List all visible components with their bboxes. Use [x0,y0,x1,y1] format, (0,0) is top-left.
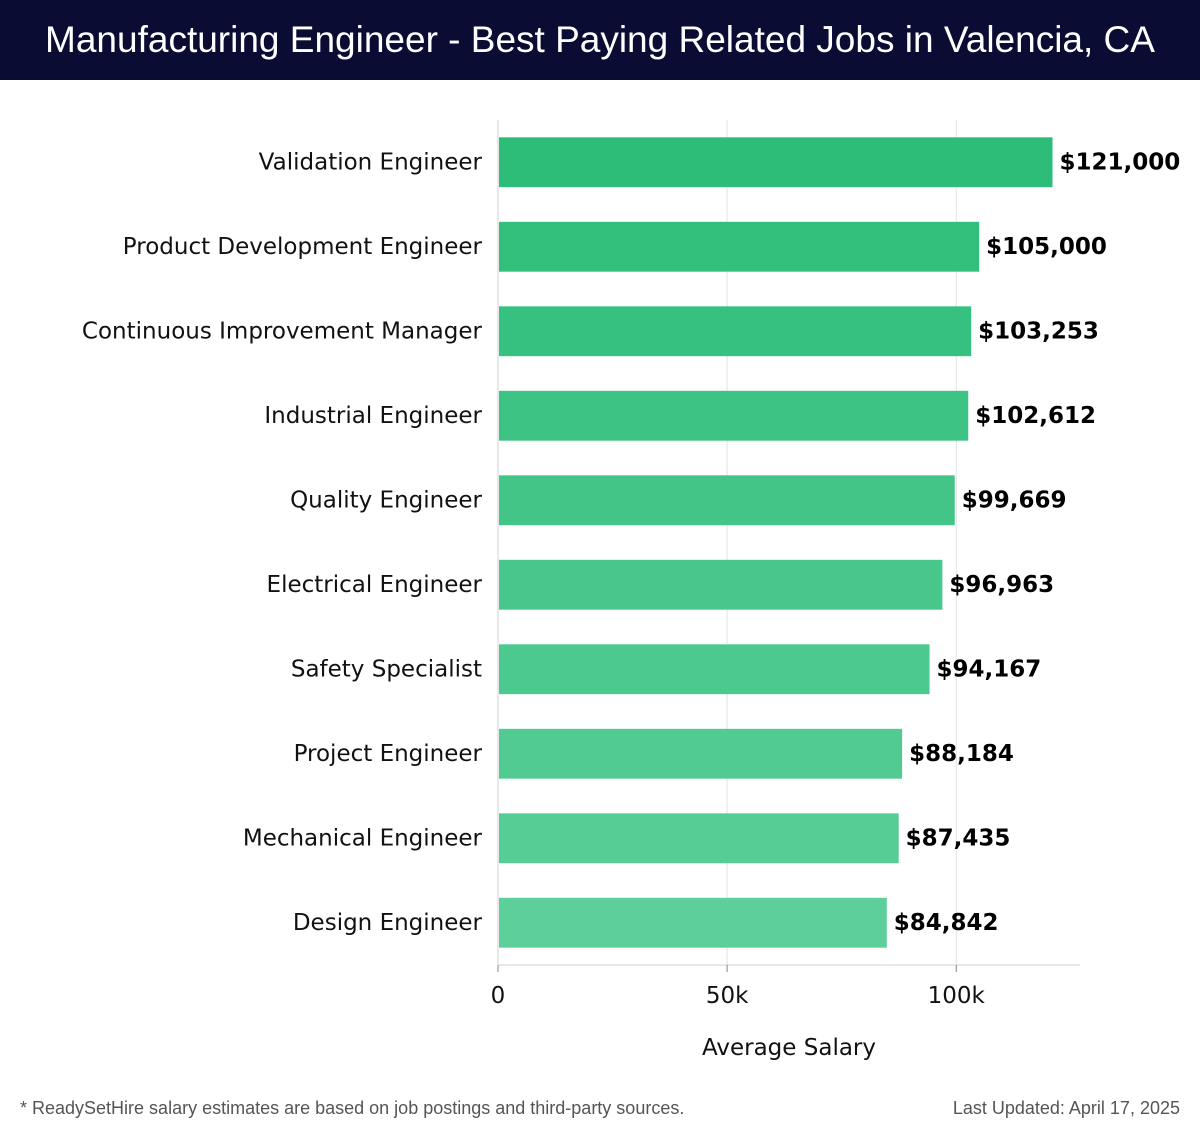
axis-layer: 0 50k 100k Average Salary [491,120,1080,1061]
category-label-5: Quality Engineer [290,487,482,513]
category-label-2: Product Development Engineer [123,234,483,260]
category-label-9: Mechanical Engineer [243,825,483,851]
bar-6 [499,559,943,610]
bar-10 [499,897,887,948]
value-label-7: $94,167 [937,656,1042,682]
category-label-6: Electrical Engineer [267,572,483,598]
value-label-6: $96,963 [949,572,1054,598]
x-tick-label-1: 50k [706,983,749,1009]
label-layer: Validation Engineer $121,000 Product Devel… [82,149,1180,936]
category-label-10: Design Engineer [293,910,483,936]
salary-bar-chart: Validation Engineer $121,000 Product Devel… [82,120,1180,1061]
x-tick-label-2: 100k [928,983,986,1009]
x-axis-title: Average Salary [702,1035,876,1061]
category-label-8: Project Engineer [294,741,483,767]
category-label-1: Validation Engineer [259,149,483,175]
bar-8 [499,728,903,779]
category-label-4: Industrial Engineer [264,403,482,429]
bar-9 [499,813,899,864]
value-label-5: $99,669 [962,487,1067,513]
chart-title: Manufacturing Engineer - Best Paying Rel… [0,0,1200,80]
bar-7 [499,644,930,695]
category-label-3: Continuous Improvement Manager [82,318,483,344]
bar-2 [499,221,980,272]
value-label-8: $88,184 [909,741,1014,767]
bar-3 [499,306,972,357]
bar-5 [499,475,955,526]
value-label-3: $103,253 [978,318,1099,344]
value-label-9: $87,435 [906,825,1011,851]
value-label-1: $121,000 [1060,149,1181,175]
footer-updated-date: Last Updated: April 17, 2025 [952,1098,1180,1118]
value-label-10: $84,842 [894,910,999,936]
bar-layer [499,137,1053,948]
value-label-2: $105,000 [986,234,1107,260]
value-label-4: $102,612 [975,403,1096,429]
category-label-7: Safety Specialist [291,656,482,682]
footer-note: * ReadySetHire salary estimates are base… [20,1098,685,1118]
x-tick-label-0: 0 [491,983,506,1009]
bar-1 [499,137,1053,188]
bar-4 [499,390,969,441]
